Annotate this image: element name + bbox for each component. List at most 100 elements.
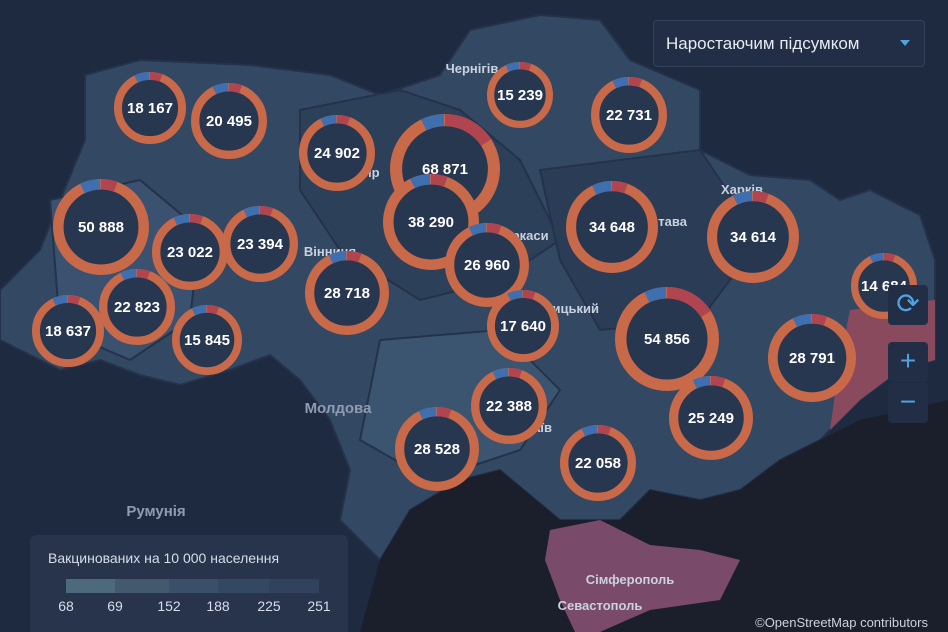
marker-segment — [259, 206, 274, 217]
marker-core — [405, 417, 469, 481]
marker-value: 28 718 — [324, 285, 370, 302]
marker-segment — [189, 214, 204, 225]
marker-segment — [346, 251, 362, 263]
marker-segment — [522, 290, 536, 300]
marker-segment — [52, 295, 68, 306]
marker-segment — [792, 314, 812, 328]
marker-core — [108, 278, 166, 336]
marker-segment — [644, 287, 667, 303]
legend-tick: 225 — [257, 598, 281, 614]
marker-segment — [421, 114, 445, 131]
marker-value: 22 731 — [606, 107, 652, 124]
marker-value: 68 871 — [422, 161, 468, 178]
marker: 34 648 — [565, 180, 658, 273]
marker-value: 28 528 — [414, 441, 460, 458]
marker-core — [395, 186, 467, 258]
marker-segment — [732, 191, 753, 205]
marker-segment — [869, 253, 884, 263]
marker-segment — [228, 83, 243, 94]
marker: 26 960 — [444, 222, 529, 307]
marker-segment — [149, 72, 163, 82]
legend-swatch — [66, 579, 115, 593]
marker-value: 50 888 — [78, 219, 124, 236]
marker: 18 167 — [113, 71, 187, 145]
marker-segment — [508, 368, 523, 379]
marker-segment — [136, 269, 151, 280]
marker-core — [123, 81, 177, 135]
marker-value: 23 022 — [167, 244, 213, 261]
marker-segment — [666, 287, 711, 318]
marker-segment — [410, 174, 431, 189]
marker-value: 34 614 — [730, 229, 777, 246]
marker-core — [200, 92, 258, 150]
marker-value: 26 960 — [464, 257, 510, 274]
legend-tick: 68 — [58, 598, 74, 614]
zoom-out-button[interactable]: − — [888, 383, 928, 423]
marker-value: 28 791 — [789, 350, 835, 367]
marker-segment — [612, 77, 629, 89]
legend-tick: 152 — [157, 598, 181, 614]
marker: 28 718 — [304, 250, 389, 335]
marker-value: 22 388 — [486, 398, 532, 415]
marker-value: 20 495 — [206, 113, 252, 130]
reset-button[interactable]: ⟳ — [888, 285, 928, 325]
marker-segment — [710, 376, 726, 388]
marker: 54 856 — [614, 287, 719, 391]
sea — [360, 400, 948, 632]
marker-value: 23 394 — [237, 236, 284, 253]
marker: 20 495 — [190, 83, 267, 159]
marker-core — [455, 233, 519, 297]
marker-value: 54 856 — [644, 331, 690, 348]
dropdown[interactable]: Наростаючим підсумком — [653, 20, 925, 67]
marker-core — [569, 434, 627, 492]
marker-segment — [328, 251, 347, 264]
marker-core — [315, 261, 379, 325]
marker: 15 845 — [172, 305, 243, 376]
marker-core — [161, 223, 219, 281]
marker-segment — [67, 295, 81, 305]
marker-segment — [80, 179, 101, 194]
marker: 28 791 — [768, 313, 857, 402]
legend-swatch — [115, 579, 169, 593]
marker-core — [41, 304, 95, 358]
marker-value: 34 648 — [589, 219, 635, 236]
marker-core — [495, 70, 545, 120]
marker-value: 24 902 — [314, 145, 360, 162]
marker-core — [308, 124, 366, 182]
zoom-in-button[interactable]: + — [888, 342, 928, 382]
marker: 22 731 — [590, 77, 667, 153]
marker-value: 15 239 — [497, 87, 543, 104]
marker-value: 18 637 — [45, 323, 91, 340]
marker-value: 25 249 — [688, 410, 734, 427]
marker: 22 823 — [99, 268, 175, 345]
marker-core — [65, 191, 137, 263]
marker-value: 38 290 — [408, 214, 454, 231]
marker-segment — [591, 181, 612, 195]
marker-segment — [628, 77, 643, 88]
marker-segment — [811, 314, 828, 326]
marker-value: 22 058 — [575, 455, 621, 472]
marker-core — [181, 314, 233, 366]
marker-core — [779, 325, 845, 391]
place-label: Молдова — [305, 400, 373, 417]
marker-value: 18 167 — [127, 100, 173, 117]
legend-swatch — [169, 579, 218, 593]
marker-segment — [320, 115, 337, 127]
marker-segment — [611, 181, 628, 194]
marker-value: 22 823 — [114, 299, 160, 316]
marker-core — [480, 377, 538, 435]
marker-core — [679, 386, 743, 450]
legend: Вакцинованих на 10 000 населення 68 69 152… — [30, 535, 348, 632]
region — [830, 300, 935, 430]
marker-segment — [692, 376, 711, 389]
marker: 28 528 — [394, 406, 479, 491]
marker-segment — [436, 407, 452, 419]
legend-title: Вакцинованих на 10 000 населення — [48, 550, 280, 566]
crimea — [545, 520, 740, 632]
marker-segment — [486, 223, 502, 235]
legend-tick: 188 — [206, 598, 230, 614]
marker-segment — [243, 206, 260, 218]
marker-segment — [191, 305, 207, 316]
